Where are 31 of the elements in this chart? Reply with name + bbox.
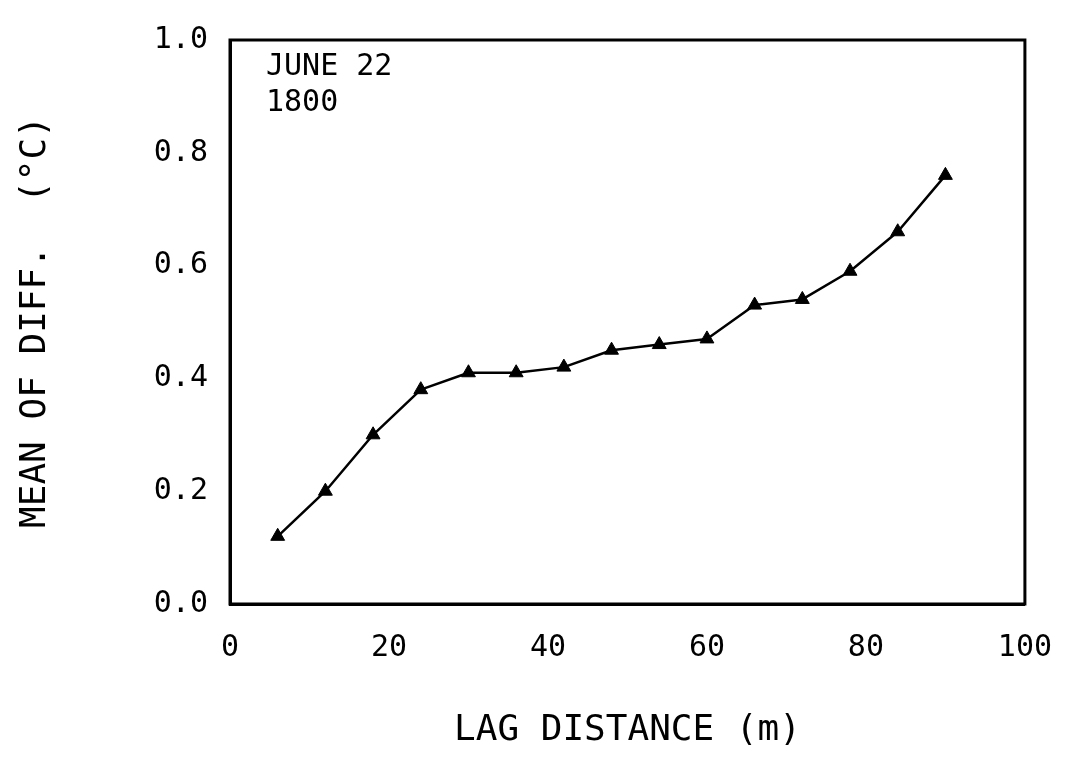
point	[747, 296, 763, 310]
point	[365, 426, 381, 440]
x-tick-label: 40	[529, 627, 567, 663]
point	[461, 364, 476, 378]
point	[937, 166, 953, 180]
x-tick-label: 60	[688, 627, 726, 663]
x-tick-label: 0	[220, 627, 240, 663]
point	[842, 262, 858, 276]
y-tick-label: 0.4	[153, 358, 208, 394]
annotation: 1800	[266, 82, 339, 118]
point	[270, 527, 286, 541]
annotation: JUNE 22	[266, 46, 393, 82]
point	[508, 364, 524, 378]
y-axis-title: MEAN OF DIFF. (°C)	[11, 116, 53, 528]
x-tick-label: 20	[370, 627, 408, 663]
x-axis-title: LAG DISTANCE (m)	[454, 706, 801, 748]
x-tick-label: 80	[847, 627, 884, 663]
point	[794, 290, 810, 304]
x-tick-label: 100	[997, 627, 1052, 663]
y-tick-label: 1.0	[153, 19, 208, 55]
y-tick-label: 0.0	[153, 583, 208, 619]
point	[699, 330, 715, 344]
point	[604, 341, 619, 355]
point	[651, 336, 667, 350]
y-tick-label: 0.6	[153, 245, 208, 281]
point	[413, 381, 429, 395]
y-tick-label: 0.2	[153, 471, 208, 506]
point	[556, 358, 572, 372]
point	[890, 223, 906, 237]
y-tick-label: 0.8	[153, 132, 208, 168]
point	[317, 482, 333, 496]
